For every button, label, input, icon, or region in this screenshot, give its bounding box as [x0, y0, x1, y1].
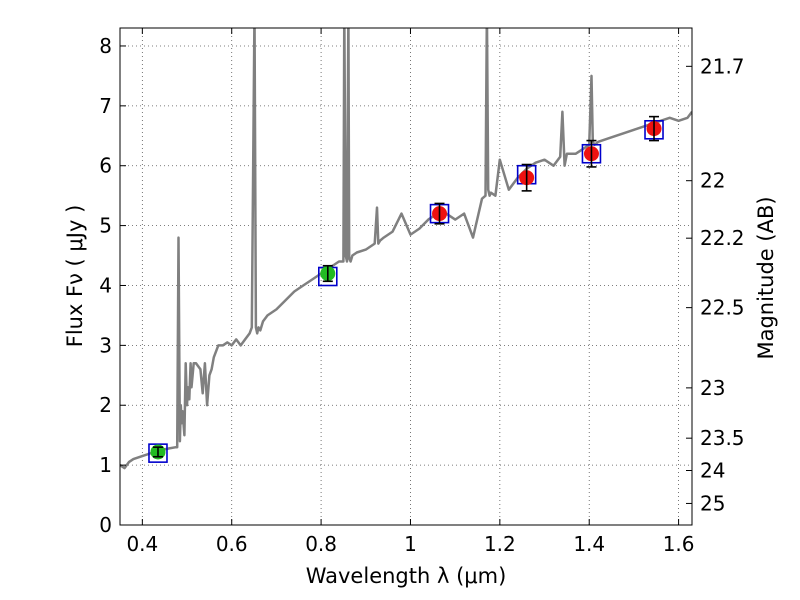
y-tick-label: 1 — [99, 453, 112, 477]
x-tick-label: 1.2 — [484, 532, 516, 556]
magnitude-tick-label: 25 — [700, 491, 725, 515]
y-tick-label: 8 — [99, 34, 112, 58]
gridlines — [120, 28, 692, 526]
marker-layer — [148, 115, 664, 463]
x-tick-label: 0.6 — [216, 532, 248, 556]
x-tick-label: 1.4 — [573, 532, 605, 556]
x-axis-label: Wavelength λ (μm) — [306, 564, 507, 588]
x-tick-label: 1.6 — [663, 532, 695, 556]
x-tick-label: 0.4 — [126, 532, 158, 556]
x-tick-label: 1 — [404, 532, 417, 556]
spectrum-layer — [120, 28, 692, 470]
magnitude-tick-label: 23 — [700, 376, 725, 400]
y-tick-label: 2 — [99, 393, 112, 417]
y-axis-label: Flux Fν ( μJy ) — [63, 205, 87, 348]
y-tick-label: 0 — [99, 513, 112, 537]
plot-frame — [119, 27, 693, 526]
magnitude-axis-ticks: 21.7 22 22.2 22.5 23 23.5 24 25 — [686, 54, 745, 515]
spectrum-line — [120, 28, 692, 470]
y-tick-label: 4 — [99, 273, 112, 297]
magnitude-tick-label: 21.7 — [700, 54, 745, 78]
magnitude-tick-label: 22.5 — [700, 296, 745, 320]
y-tick-label: 6 — [99, 154, 112, 178]
y-tick-label: 3 — [99, 333, 112, 357]
y-tick-label: 7 — [99, 94, 112, 118]
model-flux-square — [148, 443, 168, 463]
magnitude-axis-label: Magnitude (AB) — [754, 196, 778, 359]
magnitude-tick-label: 23.5 — [700, 426, 745, 450]
magnitude-tick-label: 22.2 — [700, 226, 745, 250]
y-tick-label: 5 — [99, 214, 112, 238]
y-axis-ticks: 0 1 2 3 4 5 6 7 8 — [99, 34, 126, 537]
magnitude-tick-label: 22 — [700, 169, 725, 193]
magnitude-tick-label: 24 — [700, 459, 725, 483]
x-axis-ticks: 0.4 0.6 0.8 1 1.2 1.4 1.6 — [126, 28, 695, 556]
x-tick-label: 0.8 — [305, 532, 337, 556]
